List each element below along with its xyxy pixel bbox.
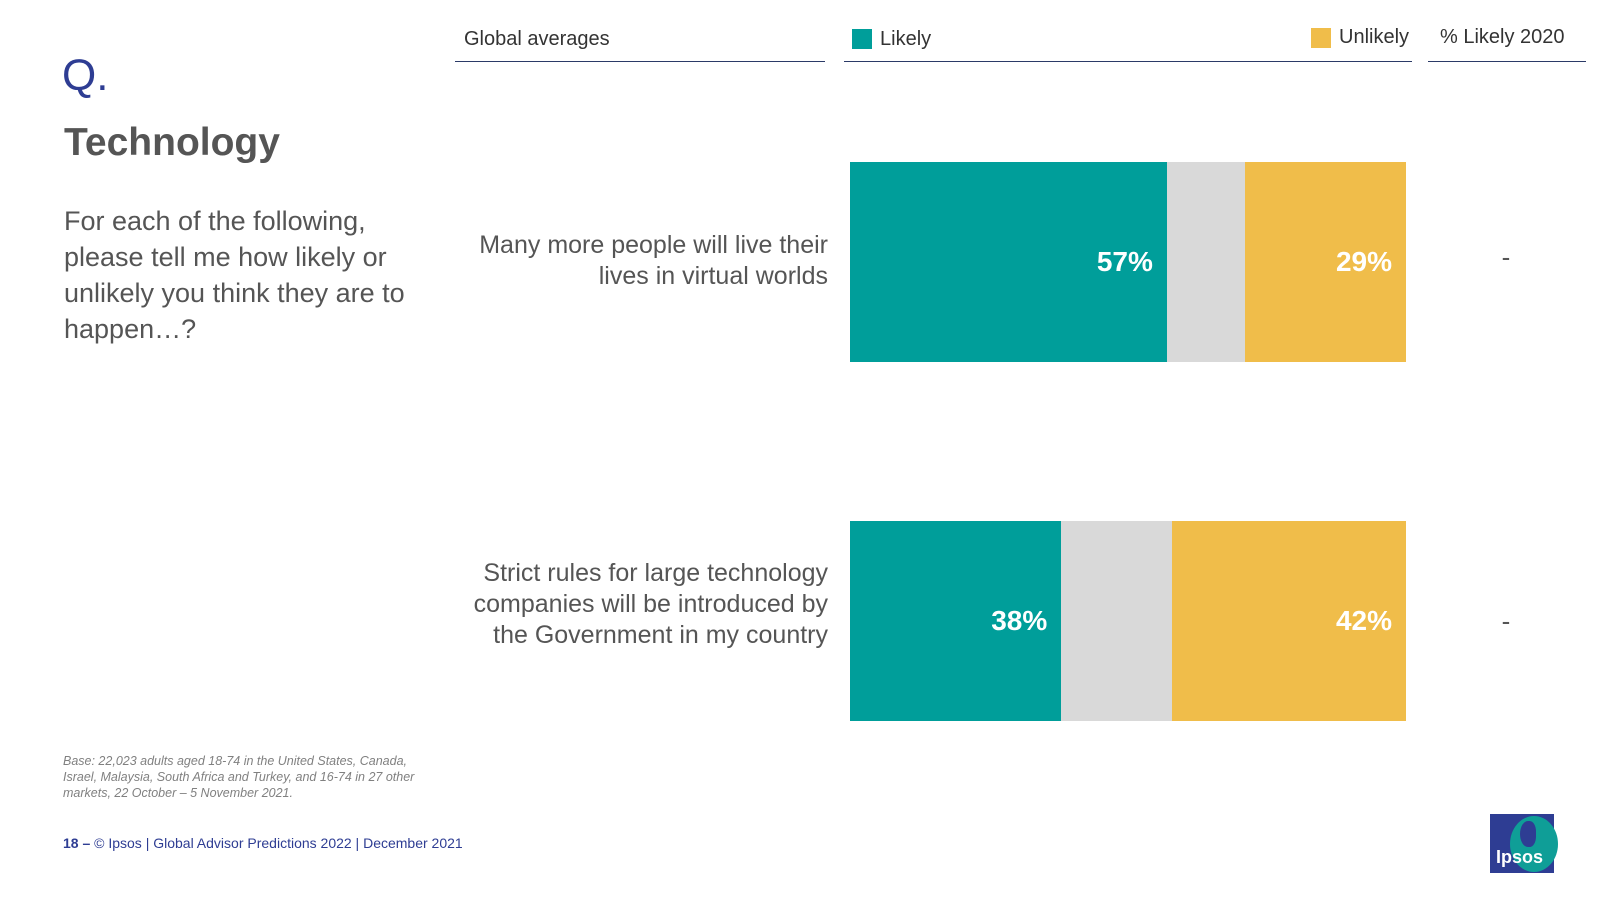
bar-2-neutral-segment [1061,521,1173,721]
likely-legend-label: Likely [880,28,932,50]
column-label: Global averages [464,28,610,50]
footer-credit: © Ipsos | Global Advisor Predictions 202… [94,835,463,851]
unlikely-legend-label: Unlikely [1339,26,1410,48]
bar-2-likely-value: 38% [991,605,1048,636]
logo-head-icon [1520,821,1536,847]
column-label-underline [455,61,825,62]
section-title: Technology [64,121,280,164]
page-number: 18 – [63,835,91,851]
bar-1-likely-value: 57% [1096,246,1153,277]
bar-1-neutral-segment [1166,162,1245,362]
likely-legend-swatch [852,29,872,49]
logo-text: Ipsos [1496,847,1544,867]
prior-year-label: % Likely 2020 [1440,26,1565,48]
stacked-bar-1: 57% 29% [850,162,1406,362]
bar-2-unlikely-value: 42% [1335,605,1392,636]
legend-underline [844,61,1412,62]
bar-2-unlikely-segment: 42% [1172,521,1406,721]
prior-year-underline [1428,61,1586,62]
question-text: For each of the following, please tell m… [64,206,405,344]
bar-1-likely-segment: 57% [850,162,1167,362]
question-mark: Q. [62,51,109,100]
prior-value-1: - [1501,242,1511,272]
ipsos-logo: Ipsos [1490,814,1558,873]
prior-value-2: - [1501,606,1511,636]
footer: 18 – © Ipsos | Global Advisor Prediction… [63,835,463,851]
row-label-2: Strict rules for large technology compan… [473,559,828,649]
bar-2-likely-segment: 38% [850,521,1062,721]
stacked-bar-2: 38% 42% [850,521,1406,721]
bar-1-unlikely-value: 29% [1335,246,1392,277]
unlikely-legend-swatch [1311,28,1331,48]
row-label-1: Many more people will live their lives i… [479,231,828,290]
base-note: Base: 22,023 adults aged 18-74 in the Un… [63,754,415,800]
bar-1-unlikely-segment: 29% [1244,162,1406,362]
